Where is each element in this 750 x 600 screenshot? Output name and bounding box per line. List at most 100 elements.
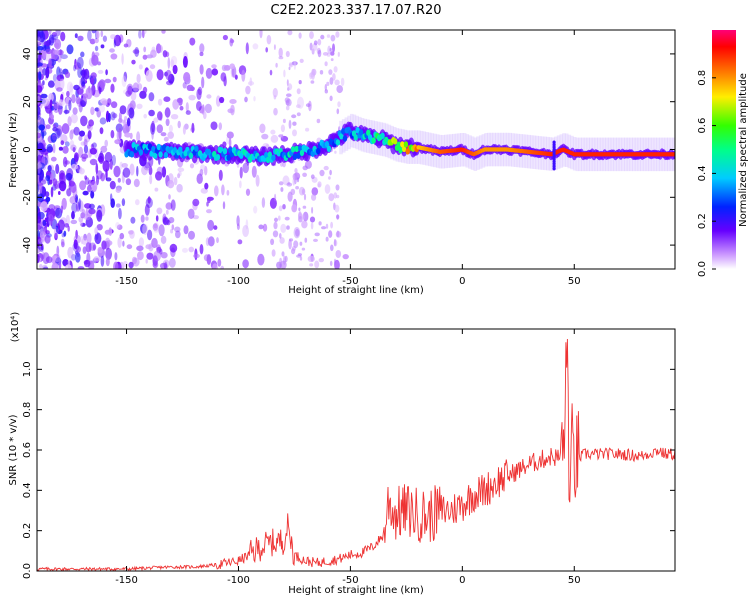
noise-speck — [37, 36, 41, 45]
noise-speck — [90, 180, 98, 193]
noise-speck — [216, 237, 219, 244]
noise-speck — [49, 99, 53, 109]
noise-speck — [336, 108, 340, 115]
noise-speck — [280, 124, 285, 133]
noise-speck — [309, 42, 313, 51]
colorbar-gradient — [712, 30, 736, 269]
noise-speck — [192, 198, 200, 207]
ridge-peak — [393, 138, 398, 145]
ridge-peak — [341, 128, 346, 135]
noise-speck — [288, 239, 292, 250]
noise-speck — [226, 131, 234, 139]
noise-speck — [265, 47, 269, 53]
noise-speck — [153, 223, 158, 229]
noise-speck — [278, 205, 283, 212]
noise-speck — [53, 42, 60, 48]
colorbar-ticks: 0.0 0.2 0.4 0.6 0.8 — [697, 70, 716, 277]
noise-speck — [91, 30, 97, 34]
snr-panel: -150 -100 -50 0 50 0.0 0.2 0.4 0.6 0.8 1.0 Height… — [8, 312, 676, 596]
noise-speck — [296, 177, 300, 183]
noise-speck — [299, 241, 303, 246]
ridge-peak — [156, 143, 161, 151]
noise-speck — [311, 187, 319, 196]
noise-speck — [316, 118, 321, 124]
noise-speck — [151, 120, 155, 133]
noise-speck — [37, 162, 43, 169]
ridge-peak — [153, 152, 158, 159]
noise-speck — [41, 48, 47, 60]
noise-speck — [45, 48, 53, 55]
noise-speck — [105, 69, 108, 76]
noise-speck — [161, 166, 167, 178]
noise-speck — [76, 246, 81, 253]
noise-speck — [167, 131, 174, 139]
noise-speck — [40, 130, 47, 137]
noise-speck — [138, 237, 144, 247]
noise-speck — [295, 186, 299, 190]
noise-speck — [334, 150, 337, 154]
noise-speck — [162, 50, 168, 58]
noise-speck — [94, 107, 100, 112]
noise-speck — [149, 64, 156, 70]
noise-speck — [278, 47, 283, 58]
noise-speck — [266, 34, 272, 45]
ridge-peak — [265, 156, 271, 164]
noise-speck — [199, 64, 204, 75]
noise-speck — [298, 207, 301, 212]
ridge-peak — [290, 146, 296, 153]
noise-speck — [249, 77, 253, 87]
noise-speck — [52, 143, 56, 154]
noise-speck — [56, 124, 63, 136]
noise-speck — [90, 106, 95, 116]
noise-speck — [121, 75, 127, 88]
noise-speck — [100, 30, 104, 37]
noise-speck — [281, 134, 284, 139]
noise-speck — [73, 84, 80, 91]
noise-speck — [229, 37, 234, 47]
noise-speck — [143, 113, 147, 119]
noise-speck — [101, 240, 107, 250]
noise-speck — [171, 224, 175, 231]
noise-speck — [273, 107, 278, 116]
noise-speck — [334, 79, 340, 86]
noise-speck — [71, 94, 76, 104]
noise-speck — [45, 124, 51, 130]
noise-speck — [299, 58, 304, 64]
noise-speck — [282, 118, 286, 124]
noise-speck — [148, 92, 155, 102]
noise-speck — [39, 264, 43, 269]
noise-speck — [91, 54, 99, 66]
noise-speck — [44, 191, 50, 198]
noise-speck — [310, 222, 314, 230]
noise-speck — [283, 69, 286, 78]
noise-speck — [54, 252, 61, 263]
noise-speck — [335, 31, 340, 38]
noise-speck — [70, 219, 78, 225]
noise-speck — [98, 152, 105, 164]
noise-speck — [102, 160, 110, 173]
noise-speck — [94, 45, 99, 52]
noise-speck — [321, 226, 327, 230]
noise-speck — [145, 258, 148, 264]
spectrogram-x-ticks: -150 -100 -50 0 50 — [115, 30, 581, 287]
noise-speck — [135, 199, 140, 206]
noise-speck — [60, 54, 68, 60]
noise-speck — [38, 124, 45, 131]
noise-speck — [58, 261, 62, 269]
noise-speck — [117, 237, 122, 248]
noise-speck — [80, 235, 84, 245]
x-tick-label: 0 — [459, 276, 465, 287]
noise-speck — [311, 193, 317, 201]
noise-speck — [138, 30, 142, 39]
noise-speck — [126, 244, 133, 250]
noise-speck — [207, 219, 215, 231]
noise-speck — [47, 165, 52, 172]
noise-speck — [218, 169, 223, 181]
ridge-peak — [355, 127, 360, 134]
noise-speck — [182, 82, 187, 89]
noise-speck — [204, 103, 212, 114]
noise-speck — [71, 211, 75, 220]
noise-speck — [311, 206, 314, 214]
noise-speck — [292, 129, 297, 137]
noise-speck — [317, 38, 322, 46]
